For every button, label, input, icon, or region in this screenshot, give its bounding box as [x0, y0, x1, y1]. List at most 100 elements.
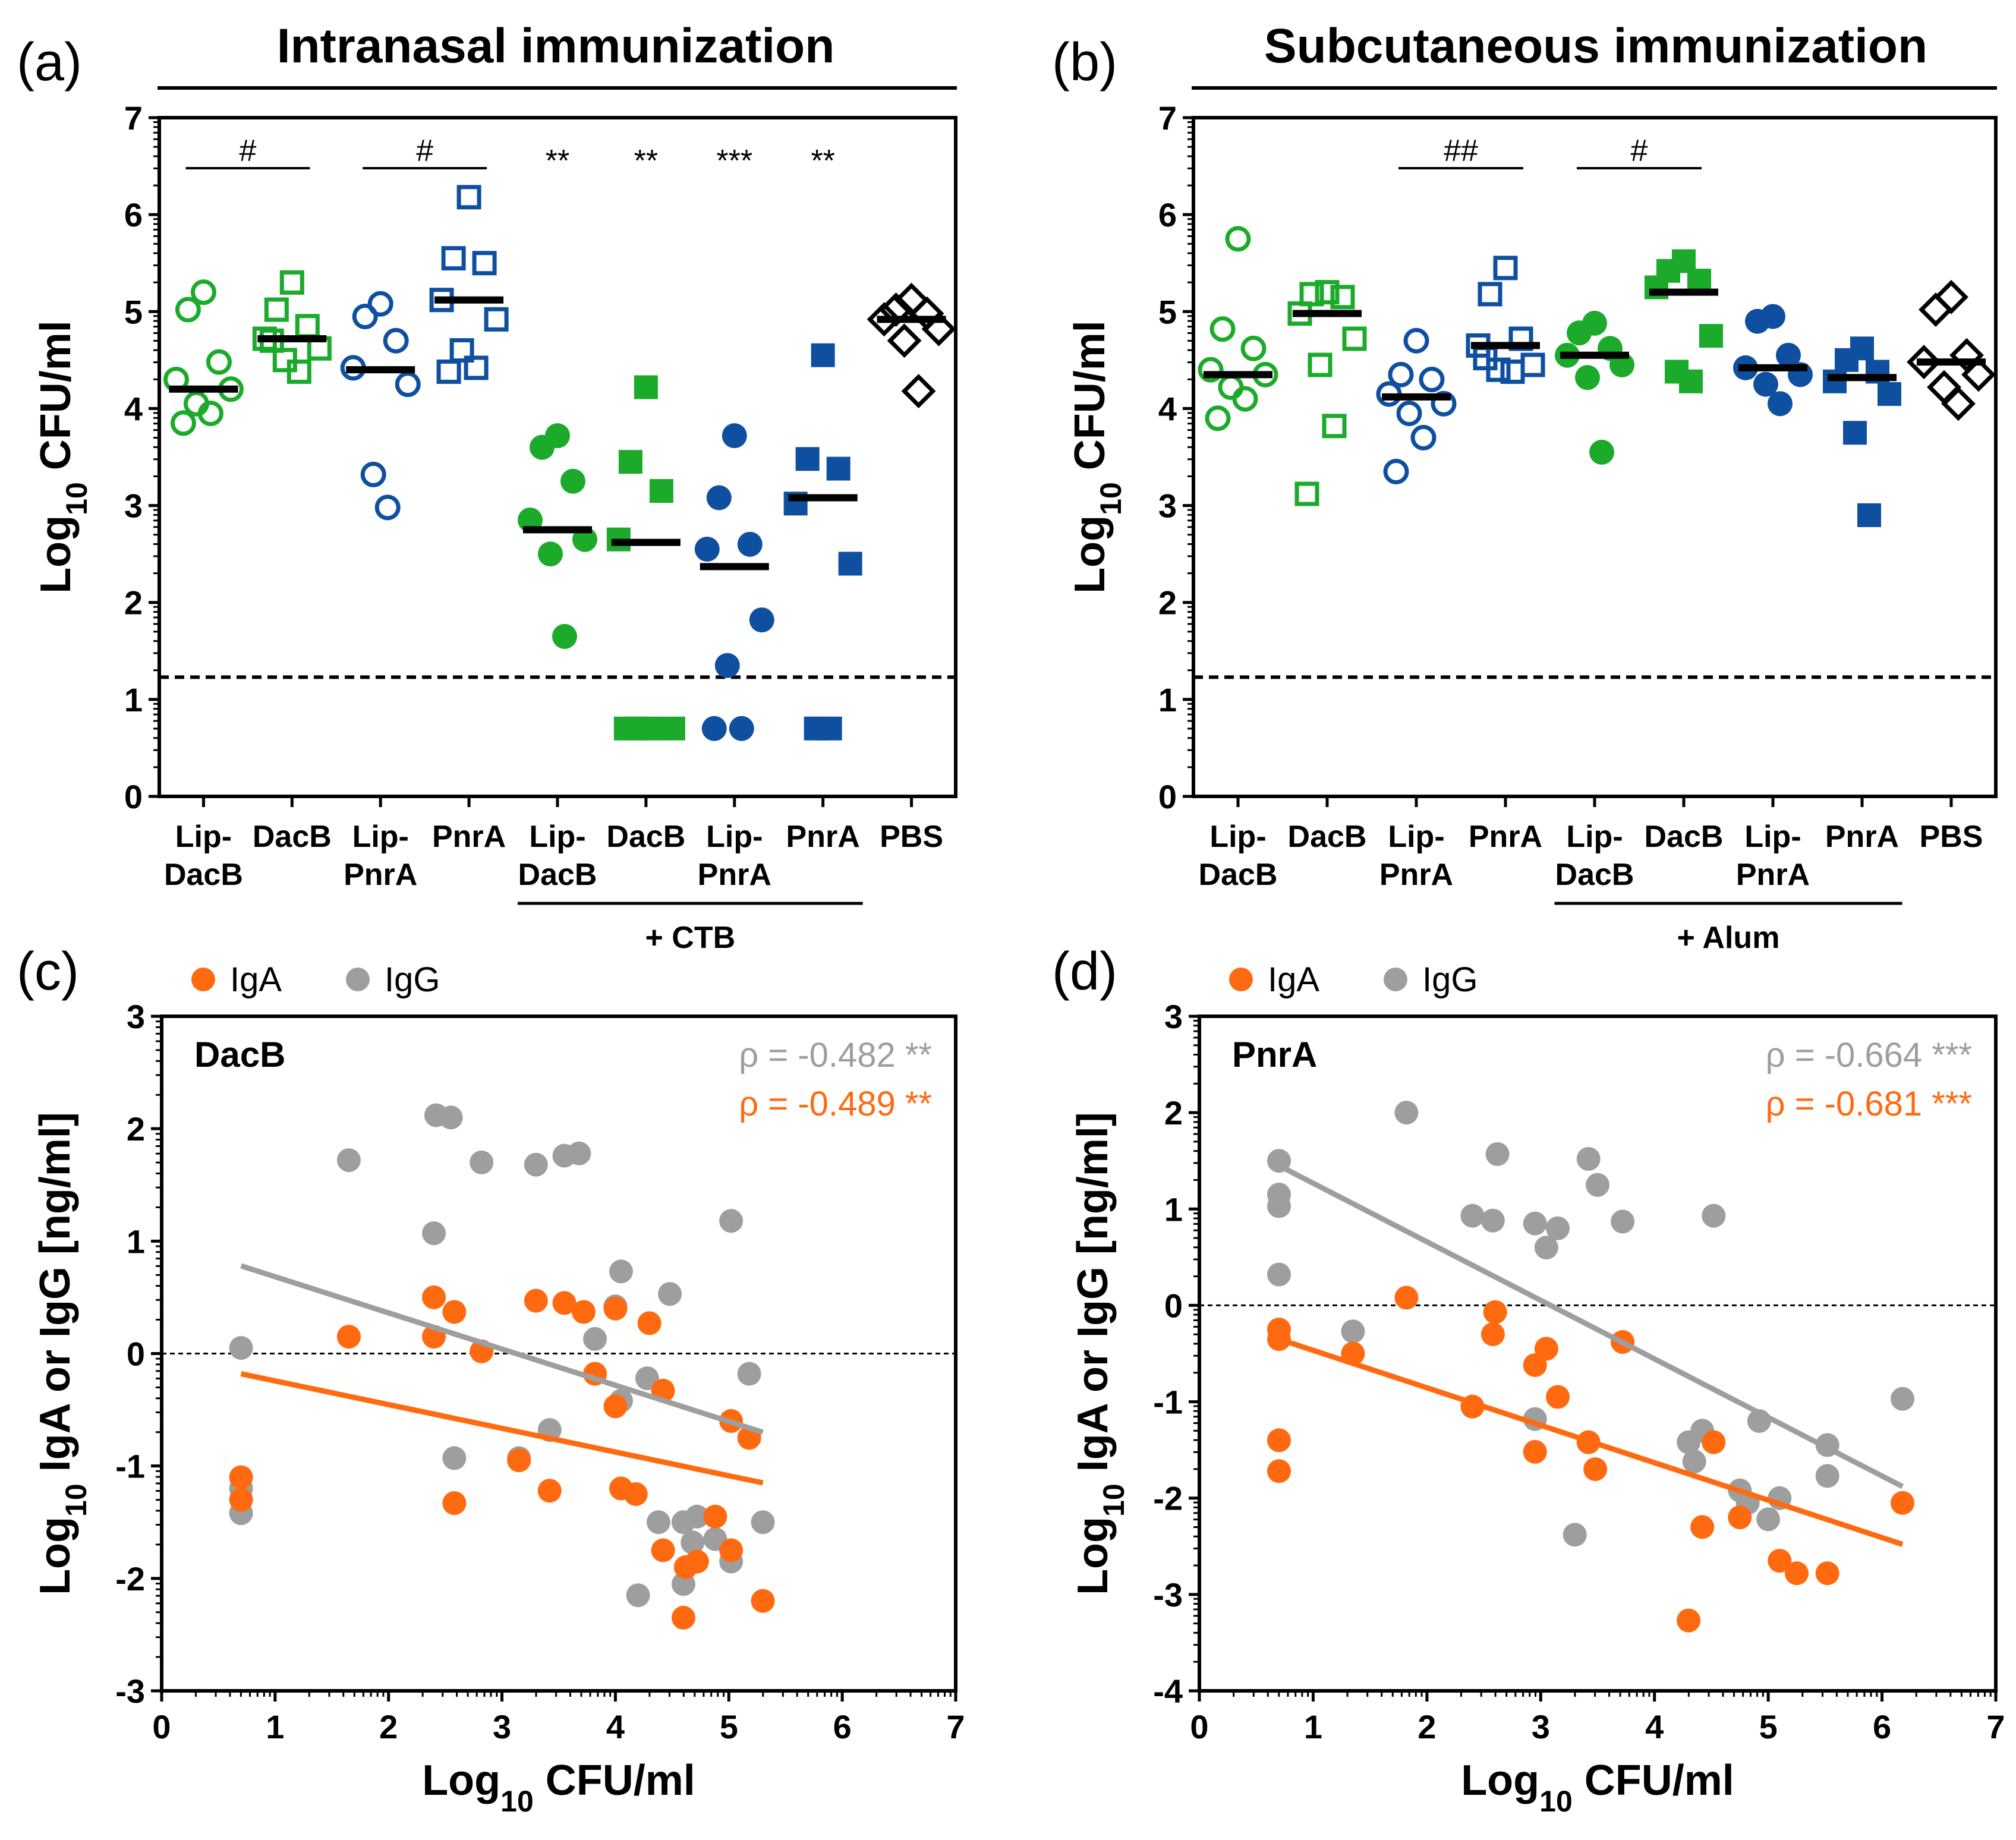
- data-point-iga: [1583, 1457, 1608, 1482]
- y-tick-label: -3: [1153, 1576, 1183, 1614]
- data-point-iga: [1483, 1300, 1507, 1324]
- panel-label-d: (d): [1052, 942, 1117, 1001]
- data-point: [1835, 348, 1858, 372]
- category-label: PBS: [880, 820, 943, 854]
- category-label: DacB: [518, 858, 597, 892]
- category-label: Lip-: [1209, 820, 1266, 854]
- data-point: [1745, 308, 1770, 334]
- data-point-iga: [637, 1311, 662, 1335]
- data-point: [887, 323, 922, 358]
- y-tick-label: 3: [1164, 998, 1183, 1035]
- data-point: [1322, 414, 1347, 439]
- data-point: [1209, 316, 1236, 342]
- data-point: [1308, 352, 1333, 377]
- data-point-iga: [422, 1285, 446, 1309]
- data-point: [1941, 386, 1976, 421]
- data-point-igg: [1394, 1101, 1419, 1125]
- y-tick-label: -4: [1153, 1672, 1183, 1710]
- data-point: [795, 447, 820, 471]
- data-point-igg: [229, 1336, 253, 1360]
- x-tick-label: 4: [606, 1708, 625, 1746]
- x-tick-label: 3: [493, 1708, 511, 1746]
- category-label: PnrA: [432, 820, 506, 854]
- data-point: [1330, 285, 1355, 310]
- title-b: Subcutaneous immunization: [1264, 19, 1927, 73]
- data-point: [1843, 421, 1867, 445]
- data-point-igg: [583, 1327, 607, 1351]
- data-point-igg: [1460, 1203, 1485, 1228]
- data-point: [694, 536, 720, 562]
- data-point: [449, 338, 474, 363]
- y-tick-label: 1: [1164, 1190, 1183, 1228]
- data-point-iga: [442, 1491, 467, 1516]
- data-point: [649, 479, 673, 503]
- regression-line-igg: [240, 1263, 764, 1435]
- data-point-iga: [671, 1606, 695, 1630]
- panel-d: -4 -3 -2 -1 0 1 2 3 0 1 2 3 4 5 6 7 Log10 IgA or IgG [ng…: [1069, 960, 2005, 1818]
- antigen-label: DacB: [194, 1035, 285, 1075]
- data-point-igg: [1576, 1146, 1601, 1171]
- y-tick-label: 1: [127, 1223, 145, 1260]
- y-tick-label: 1: [1158, 681, 1177, 719]
- data-point-iga: [1702, 1430, 1726, 1454]
- data-point: [1679, 369, 1703, 393]
- legend-label: IgA: [1268, 960, 1319, 999]
- data-point: [618, 450, 642, 474]
- x-tick-label: 0: [152, 1708, 171, 1746]
- significance-label: **: [634, 144, 658, 178]
- data-point: [560, 468, 585, 494]
- category-label: PnrA: [344, 858, 417, 892]
- data-point-iga: [1690, 1515, 1715, 1539]
- data-point-iga: [651, 1538, 675, 1562]
- data-point: [1315, 280, 1340, 305]
- data-point-igg: [524, 1152, 548, 1177]
- data-point: [1218, 374, 1244, 401]
- y-axis-label: Log10 IgA or IgG [ng/ml]: [32, 1112, 93, 1595]
- data-point: [1878, 382, 1901, 406]
- category-label: DacB: [1555, 858, 1634, 892]
- data-point-igg: [336, 1148, 361, 1173]
- data-point-iga: [623, 1482, 648, 1506]
- category-label: Lip-: [175, 820, 232, 854]
- x-tick-label: 2: [379, 1708, 398, 1746]
- data-point-iga: [524, 1288, 548, 1313]
- data-point: [1776, 342, 1801, 368]
- category-label: Lip-: [1744, 820, 1801, 854]
- data-point: [1500, 359, 1525, 384]
- category-label: DacB: [164, 858, 243, 892]
- data-point: [1419, 366, 1445, 392]
- data-point-iga: [571, 1300, 596, 1324]
- x-tick-label: 7: [1986, 1708, 2005, 1746]
- y-tick-label: -1: [115, 1448, 145, 1485]
- data-point-igg: [1267, 1194, 1291, 1218]
- data-point-igg: [1682, 1450, 1706, 1474]
- data-point: [538, 541, 563, 567]
- data-point-iga: [1546, 1385, 1570, 1409]
- x-tick-label: 1: [1304, 1708, 1322, 1746]
- x-tick-label: 2: [1418, 1708, 1436, 1746]
- data-point-igg: [439, 1105, 463, 1130]
- data-point: [1934, 279, 1968, 314]
- legend-marker: [346, 968, 370, 991]
- data-point: [1431, 390, 1457, 417]
- data-point: [1232, 386, 1258, 412]
- regression-line-igg: [1277, 1163, 1904, 1489]
- data-point: [1388, 361, 1414, 387]
- data-point-iga: [603, 1394, 628, 1419]
- data-point: [264, 297, 289, 322]
- y-tick-label: 0: [1164, 1287, 1183, 1324]
- data-point: [464, 355, 489, 380]
- significance-label: **: [811, 144, 834, 178]
- data-point-iga: [1768, 1549, 1792, 1573]
- data-point: [1575, 365, 1600, 390]
- y-tick-label: 2: [1158, 584, 1177, 622]
- y-tick-label: 4: [124, 390, 143, 427]
- correlation-stat: ρ = -0.664 ***: [1766, 1036, 1972, 1075]
- data-point: [395, 371, 421, 398]
- y-tick-label: 1: [124, 681, 143, 719]
- data-point-iga: [1534, 1337, 1558, 1361]
- data-point: [1205, 405, 1231, 431]
- data-point-iga: [1394, 1286, 1419, 1310]
- y-tick-label: 2: [124, 584, 143, 622]
